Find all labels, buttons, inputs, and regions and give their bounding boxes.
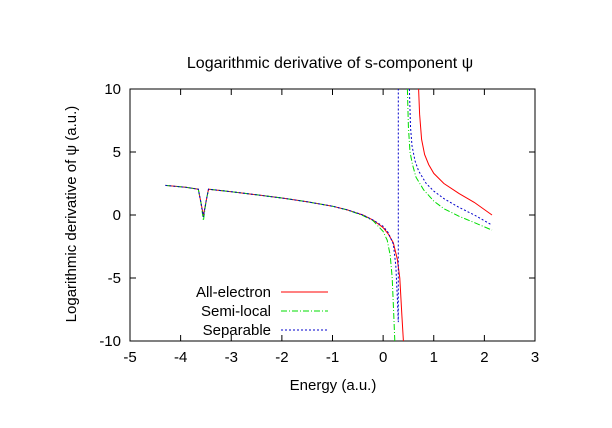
x-tick-label: 2: [480, 349, 488, 366]
x-tick-label: -2: [275, 349, 288, 366]
series-line-2: [165, 89, 399, 323]
x-tick-label: 3: [531, 349, 539, 366]
x-tick-label: 0: [379, 349, 387, 366]
x-tick-label: -5: [123, 349, 136, 366]
chart-title: Logarithmic derivative of s-component ψ: [187, 55, 473, 72]
y-tick-label: 10: [104, 81, 121, 98]
y-tick-label: 5: [113, 144, 121, 161]
series-line-0: [418, 89, 493, 216]
x-tick-label: -1: [326, 349, 339, 366]
x-tick-label: -4: [174, 349, 187, 366]
y-axis-label: Logarithmic derivative of ψ (a.u.): [63, 106, 80, 323]
series-layer: [165, 89, 493, 341]
y-tick-label: -10: [99, 333, 121, 350]
legend-label: Semi-local: [201, 303, 271, 320]
legend-label: All-electron: [196, 284, 271, 301]
series-line-1: [406, 89, 493, 231]
legend-label: Separable: [203, 322, 271, 339]
y-tick-label: 0: [113, 207, 121, 224]
y-tick-label: -5: [108, 270, 121, 287]
x-axis-label: Energy (a.u.): [290, 377, 377, 394]
x-tick-label: 1: [430, 349, 438, 366]
x-tick-label: -3: [225, 349, 238, 366]
plot-area-frame: [129, 88, 536, 342]
series-line-1: [165, 184, 396, 341]
legend: All-electron Semi-local Separable: [196, 284, 328, 339]
series-line-2: [408, 89, 493, 226]
